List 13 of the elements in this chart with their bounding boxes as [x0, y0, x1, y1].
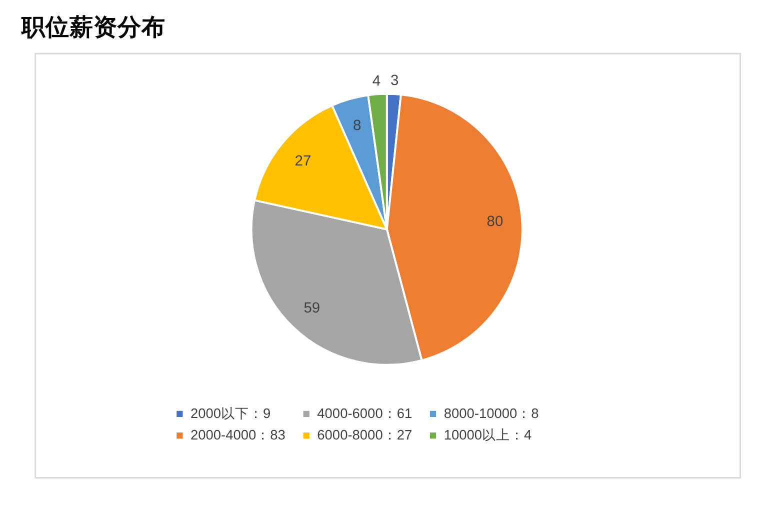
legend-label: 10000以上：4 — [444, 427, 532, 442]
data-label: 3 — [390, 73, 399, 90]
data-label: 8 — [353, 118, 362, 134]
legend-label: 6000-8000：27 — [317, 427, 412, 442]
legend-label: 2000以下：9 — [190, 406, 271, 421]
data-label: 4 — [372, 73, 381, 90]
legend-label: 2000-4000：83 — [190, 427, 286, 442]
legend-label: 4000-6000：61 — [317, 406, 412, 421]
data-label: 59 — [304, 300, 320, 317]
data-label: 80 — [486, 214, 504, 230]
chart-title: 职位薪资分布 — [20, 12, 166, 41]
data-label: 27 — [294, 154, 312, 170]
legend-label: 8000-10000：8 — [444, 406, 540, 421]
